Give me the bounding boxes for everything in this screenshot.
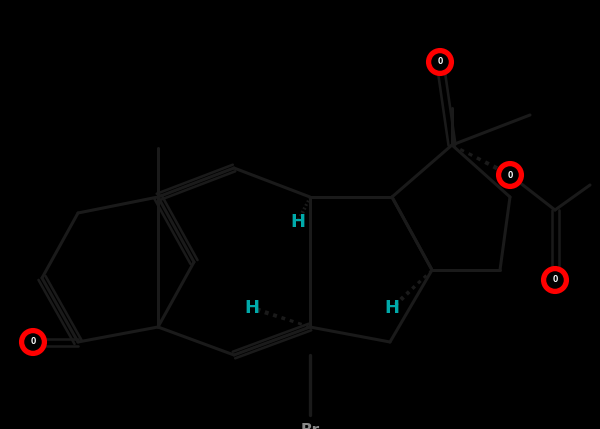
- Circle shape: [502, 167, 518, 183]
- Circle shape: [547, 272, 563, 288]
- Text: H: H: [245, 299, 260, 317]
- Text: O: O: [553, 275, 557, 284]
- Text: H: H: [290, 213, 305, 231]
- Text: O: O: [437, 57, 443, 66]
- Circle shape: [497, 162, 523, 188]
- Circle shape: [25, 334, 41, 350]
- Circle shape: [542, 267, 568, 293]
- Text: O: O: [508, 170, 512, 179]
- Text: Br: Br: [301, 423, 320, 429]
- Circle shape: [432, 54, 448, 70]
- Text: O: O: [31, 338, 35, 347]
- Text: H: H: [385, 299, 400, 317]
- Circle shape: [20, 329, 46, 355]
- Circle shape: [427, 49, 453, 75]
